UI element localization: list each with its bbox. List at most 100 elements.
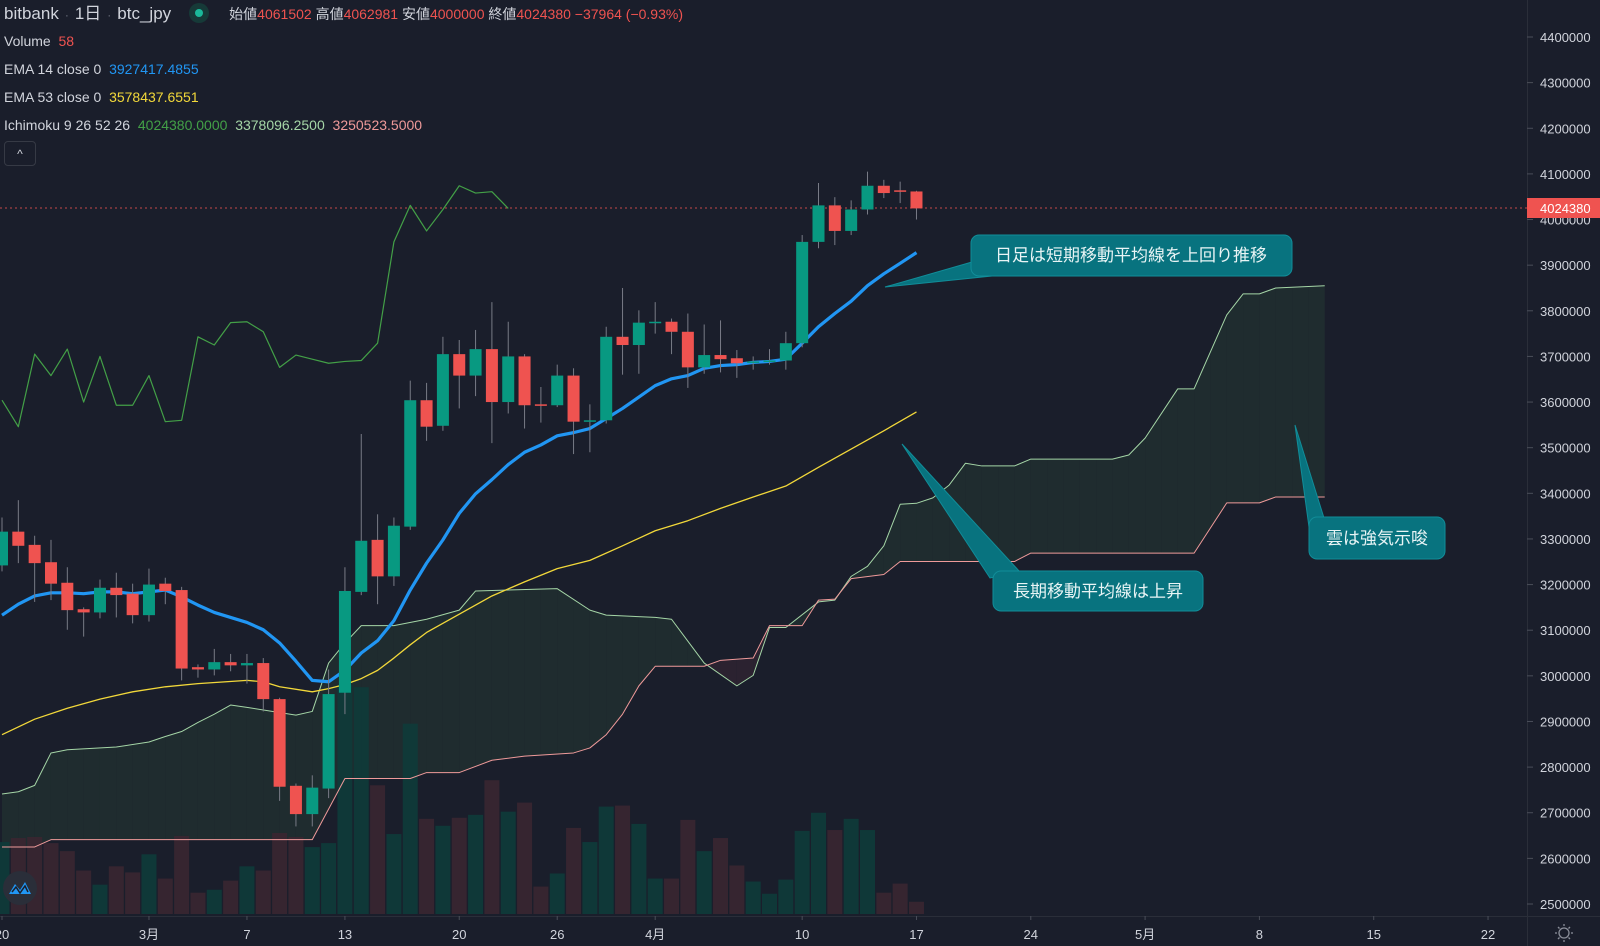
cloud-segment [459, 590, 476, 773]
volume-bar [288, 836, 304, 914]
cloud-segment [148, 736, 166, 840]
candle-up [845, 209, 858, 231]
cloud-segment [1014, 459, 1031, 562]
candle-up [322, 694, 335, 789]
callout-short-ma[interactable]: 日足は短期移動平均線を上回り推移 [884, 234, 1293, 288]
volume-bar [533, 886, 549, 914]
candle-down [828, 205, 841, 231]
tradingview-logo-icon[interactable] [3, 871, 37, 905]
candle-down [191, 667, 204, 670]
market-status-icon[interactable] [189, 2, 210, 23]
candle-down [910, 191, 923, 209]
cloud-segment [867, 545, 884, 577]
candle-up [436, 354, 449, 426]
time-tick-label: 8 [1256, 927, 1263, 942]
volume-bar [876, 892, 892, 914]
volume-bar [157, 878, 173, 914]
volume-bar [386, 834, 402, 914]
collapse-legend-button[interactable]: ^ [4, 141, 36, 166]
time-tick-label: 7 [243, 927, 250, 942]
volume-bar [713, 838, 729, 914]
open-label: 始値 [229, 6, 258, 22]
volume-bar [141, 854, 157, 914]
ema53-value: 3578437.6551 [109, 89, 199, 105]
cloud-segment [622, 615, 639, 715]
price-tick-label: 3700000 [1540, 349, 1591, 364]
candle-down [894, 190, 907, 192]
cloud-segment [998, 465, 1015, 562]
time-tick-label: 22 [1481, 927, 1495, 942]
volume-bar [239, 866, 255, 914]
last-price-label: 4024380 [1540, 201, 1591, 216]
last-price-tag: 4024380 [1527, 198, 1600, 218]
time-tick-label: 13 [338, 927, 352, 942]
volume-bar [615, 805, 631, 914]
volume-bar [43, 843, 59, 914]
ema53-legend[interactable]: EMA 53 close 0 3578437.6551 [4, 88, 199, 106]
callout-long-ma[interactable]: 長期移動平均線は上昇 [901, 443, 1204, 612]
symbol-name[interactable]: btc_jpy [117, 4, 172, 23]
volume-bar [859, 830, 875, 914]
candle-up [600, 336, 613, 421]
price-tick-label: 2900000 [1540, 714, 1591, 729]
ema14-legend[interactable]: EMA 14 close 0 3927417.4855 [4, 60, 199, 78]
candle-up [763, 360, 776, 363]
candle-down [665, 321, 678, 332]
cloud-segment [1308, 285, 1325, 497]
candle-up [0, 531, 8, 566]
ichimoku-lagging-line [1, 185, 509, 428]
volume-bar [451, 817, 467, 914]
ema14-value: 3927417.4855 [109, 61, 199, 77]
cloud-segment [230, 705, 247, 840]
cloud-segment [883, 504, 901, 575]
volume-legend[interactable]: Volume 58 [4, 32, 74, 50]
volume-bar [778, 879, 794, 914]
cloud-segment [442, 610, 460, 773]
cloud-segment [589, 610, 607, 748]
callout-cloud[interactable]: 雲は強気示唆 [1294, 424, 1446, 560]
high-label: 高値 [315, 6, 344, 22]
cloud-segment [1210, 314, 1227, 528]
volume-bar [419, 818, 435, 914]
ichimoku-lagging-value: 4024380.0000 [137, 117, 228, 133]
cloud-segment [214, 705, 231, 840]
price-tick-label: 3600000 [1540, 395, 1591, 410]
candle-down [371, 539, 384, 577]
cloud-segment [524, 589, 541, 757]
volume-bar [76, 870, 92, 914]
candle-down [453, 354, 466, 376]
volume-bar [892, 883, 908, 914]
candle-up [208, 662, 221, 670]
candle-down [730, 358, 743, 364]
volume-bar [402, 723, 418, 914]
volume-bar [125, 872, 141, 914]
cloud-segment [1292, 286, 1309, 497]
price-tick-label: 3500000 [1540, 441, 1591, 456]
cloud-segment [67, 748, 84, 840]
low-value: 4000000 [429, 6, 485, 22]
ichimoku-legend[interactable]: Ichimoku 9 26 52 26 4024380.0000 3378096… [4, 116, 422, 134]
volume-label: Volume [4, 33, 51, 49]
volume-bar [566, 827, 582, 914]
cloud-segment [295, 711, 313, 840]
volume-bar [500, 811, 516, 914]
candle-down [175, 590, 188, 669]
cloud-segment [638, 616, 656, 686]
price-axis[interactable]: 4400000430000042000004100000400000039000… [1527, 30, 1591, 912]
time-axis[interactable]: 20 3月 7 13 20 26 4月 10 17 24 5月 8 15 22 [0, 916, 1495, 942]
volume-bar [696, 851, 712, 914]
volume-bar [468, 814, 484, 914]
volume-bar [206, 889, 222, 914]
interval[interactable]: 1日 [74, 4, 102, 23]
close-value: 4024380 [516, 6, 571, 22]
callout-text: 雲は強気示唆 [1326, 529, 1428, 548]
exchange-name[interactable]: bitbank [4, 4, 59, 23]
cloud-segment [1063, 459, 1080, 554]
volume-bar [304, 847, 320, 914]
candle-down [681, 331, 694, 368]
callout-text: 長期移動平均線は上昇 [1013, 582, 1183, 601]
settings-gear-icon[interactable] [1555, 924, 1573, 942]
cloud-segment [34, 752, 51, 847]
time-tick-label: 24 [1024, 927, 1038, 942]
